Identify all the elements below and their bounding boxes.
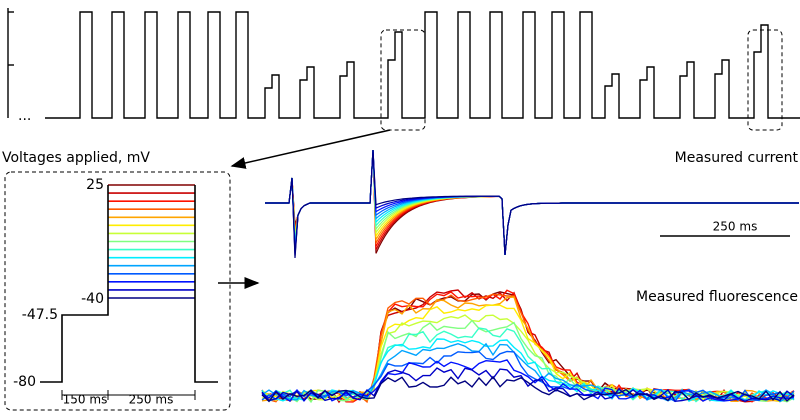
duration-label: 150 ms bbox=[63, 393, 108, 407]
panel-label: Voltages applied, mV bbox=[2, 150, 150, 166]
pulse-train bbox=[7, 8, 800, 119]
voltage-protocol bbox=[40, 185, 218, 383]
arrow bbox=[230, 129, 391, 169]
level-label: -47.5 bbox=[22, 307, 58, 323]
fluorescence-trace bbox=[261, 350, 795, 403]
fluorescence-trace bbox=[261, 338, 795, 403]
current-traces bbox=[265, 149, 799, 259]
highlight-box bbox=[380, 29, 426, 131]
level-label: -80 bbox=[13, 374, 36, 390]
duration-label: 250 ms bbox=[129, 393, 174, 407]
inset-box bbox=[4, 171, 231, 411]
panel-label: Measured current bbox=[675, 150, 799, 166]
ellipsis: ... bbox=[18, 108, 31, 124]
level-label: -40 bbox=[81, 291, 104, 307]
scale-bar-label: 250 ms bbox=[713, 220, 758, 234]
level-label: 25 bbox=[86, 177, 104, 193]
current-trace bbox=[265, 149, 799, 259]
duration-bar bbox=[61, 390, 196, 400]
fluorescence-trace bbox=[261, 291, 795, 403]
voltage-steps bbox=[108, 184, 195, 299]
fluorescence-trace bbox=[261, 304, 795, 403]
highlight-box bbox=[747, 29, 783, 131]
voltage-trace bbox=[45, 11, 800, 119]
panel-label: Measured fluorescence bbox=[636, 289, 798, 305]
fluorescence-traces bbox=[261, 289, 795, 404]
fluorescence-trace bbox=[261, 375, 795, 403]
